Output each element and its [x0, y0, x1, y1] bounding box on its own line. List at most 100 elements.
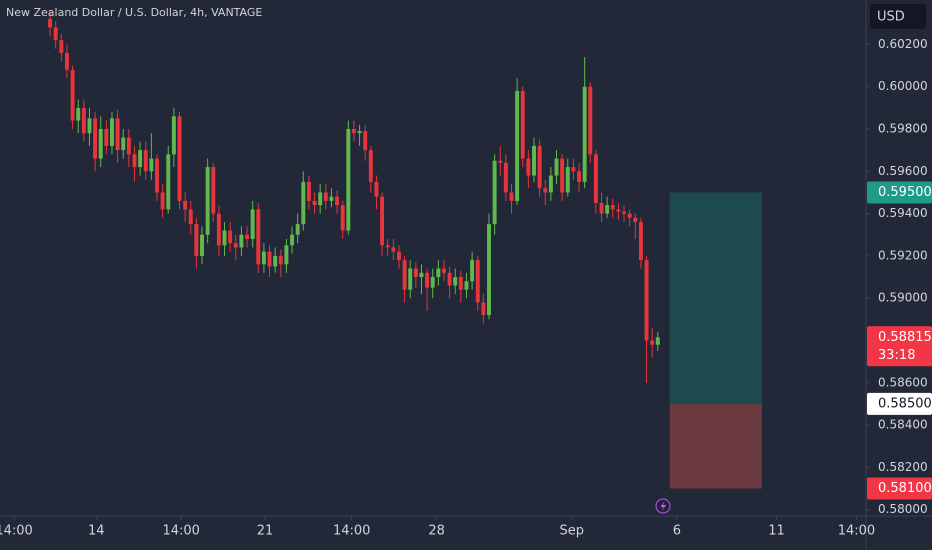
x-tick-label: 28: [428, 524, 445, 539]
candle-body: [126, 137, 131, 155]
candle-body: [329, 196, 334, 201]
candle-body: [87, 118, 92, 134]
y-tick-label: 0.58600: [878, 375, 928, 389]
candle-body: [306, 181, 311, 201]
candle-body: [188, 209, 193, 225]
candle-body: [256, 209, 261, 265]
candle-body: [396, 251, 401, 261]
candle-body: [650, 340, 655, 345]
candle-body: [565, 167, 570, 193]
candle-body: [554, 158, 559, 176]
y-tick-label: 0.59400: [878, 206, 928, 220]
candle-body: [588, 86, 593, 155]
candle-body: [267, 251, 272, 267]
candle-body: [76, 107, 81, 121]
candle-body: [273, 255, 278, 267]
candle-body: [470, 260, 475, 282]
candle-body: [419, 272, 424, 278]
candle-body: [526, 158, 531, 176]
candle-body: [610, 205, 615, 210]
candle-body: [532, 145, 536, 176]
candle-body: [70, 69, 75, 121]
candle-body: [183, 200, 188, 210]
candle-body: [171, 116, 176, 155]
price-label-box: [867, 477, 932, 500]
candle-body: [48, 19, 53, 28]
candle-body: [357, 131, 362, 134]
chart-title: New Zealand Dollar / U.S. Dollar, 4h, VA…: [6, 6, 262, 19]
y-tick-label: 0.58400: [878, 418, 928, 432]
y-tick-label: 0.59000: [878, 291, 928, 305]
candle-body: [115, 118, 120, 151]
candle-body: [374, 181, 379, 197]
x-tick-label: 14:00: [333, 524, 370, 539]
y-tick-label: 0.58000: [878, 502, 928, 516]
alert-icon: [655, 498, 671, 514]
candle-body: [385, 245, 390, 248]
candle-body: [81, 107, 86, 134]
candle-body: [577, 171, 581, 182]
candle-body: [335, 196, 340, 206]
candle-body: [447, 272, 452, 286]
currency-button[interactable]: [870, 4, 926, 29]
candle-body: [593, 154, 598, 204]
candle-body: [205, 167, 210, 235]
price-label: 0.58100: [878, 481, 932, 496]
candle-body: [64, 52, 69, 70]
candle-body: [149, 158, 154, 172]
candle-body: [487, 224, 491, 316]
candle-body: [346, 129, 351, 231]
candle-body: [290, 234, 295, 246]
candle-body: [503, 162, 508, 193]
candle-body: [548, 175, 553, 193]
x-tick-label: 14: [88, 524, 105, 539]
position-loss-zone: [669, 403, 762, 489]
candle-body: [121, 137, 126, 151]
candle-body: [239, 234, 244, 248]
candle-body: [104, 129, 109, 146]
candle-body: [638, 222, 643, 261]
price-label-box: [867, 392, 932, 415]
candle-body: [509, 192, 514, 201]
candle-body: [143, 150, 148, 172]
y-tick-label: 0.58200: [878, 460, 928, 474]
y-tick-label: 0.59800: [878, 122, 928, 136]
candle-body: [616, 209, 621, 212]
candle-body: [222, 230, 227, 246]
countdown-label: 33:18: [878, 348, 915, 363]
candle-body: [301, 181, 306, 225]
candle-body: [138, 150, 143, 168]
candle-body: [408, 268, 413, 290]
candle-body: [318, 192, 323, 206]
candle-body: [110, 118, 114, 146]
x-tick-label: 6: [673, 524, 681, 539]
price-label: 0.59500: [878, 185, 932, 200]
candle-body: [295, 224, 300, 235]
candle-body: [582, 86, 587, 182]
candle-body: [442, 268, 446, 273]
candle-body: [391, 247, 396, 252]
candle-body: [605, 205, 610, 214]
x-tick-label: 14:00: [838, 524, 875, 539]
currency-label[interactable]: USD: [877, 10, 905, 25]
candle-body: [250, 209, 255, 239]
candle-body: [425, 272, 430, 288]
candle-body: [571, 167, 576, 172]
position-profit-zone: [669, 192, 762, 404]
candle-body: [627, 213, 632, 218]
candle-body: [155, 158, 159, 193]
price-label-box: [867, 181, 932, 204]
candle-body: [278, 255, 283, 265]
candle-body: [492, 160, 497, 225]
price-label: 0.58815: [878, 330, 932, 345]
price-label: 0.58500: [878, 396, 932, 411]
candle-body: [194, 224, 199, 256]
candle-body: [59, 40, 64, 53]
candle-body: [380, 196, 385, 246]
candle-body: [430, 277, 435, 288]
candle-body: [622, 211, 627, 214]
price-label-box: [867, 326, 932, 367]
candle-body: [481, 302, 486, 316]
y-tick-label: 0.59600: [878, 164, 928, 178]
